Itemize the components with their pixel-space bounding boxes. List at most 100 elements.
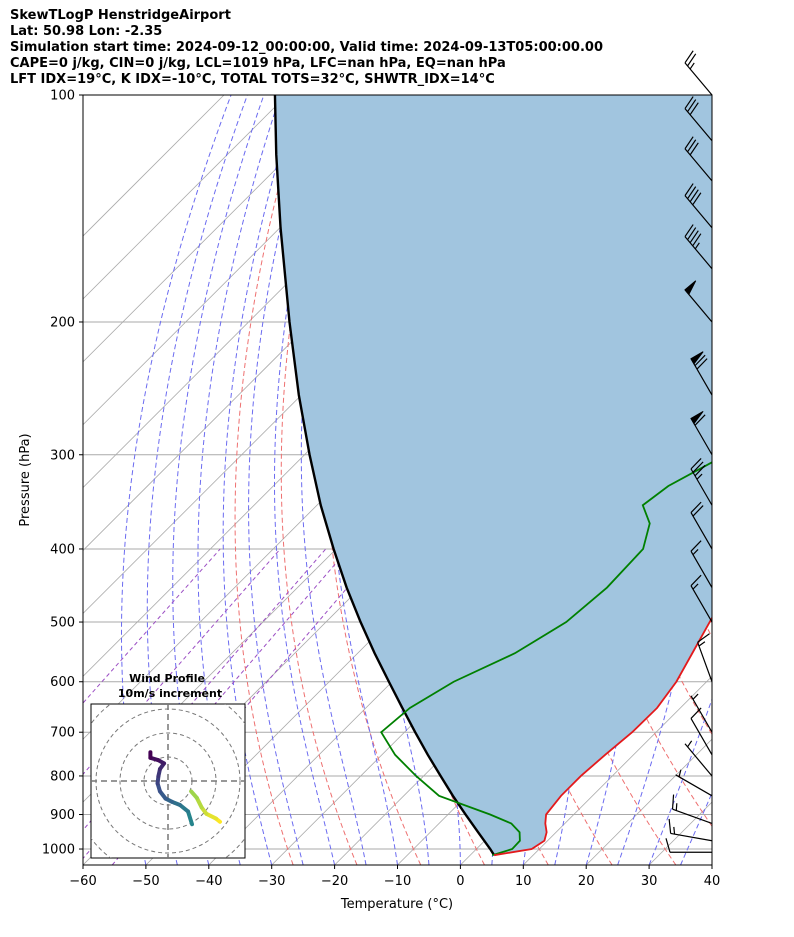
moist-adiabat-line — [680, 791, 712, 865]
inset-subtitle: 10m/s increment — [118, 687, 222, 700]
sounding-lines — [273, 95, 712, 857]
wind-barb-full — [684, 50, 694, 64]
x-tick-label: −40 — [195, 874, 222, 889]
wind-barb-shaft — [690, 512, 713, 550]
inset-title: Wind Profile — [129, 672, 205, 685]
moist-adiabat-line — [617, 95, 698, 865]
x-tick-label: −20 — [321, 874, 348, 889]
wind-barb-flag — [684, 280, 697, 296]
mixing-ratio-line — [83, 548, 281, 776]
x-tick-label: 40 — [704, 874, 721, 889]
y-tick-label: 700 — [50, 726, 75, 741]
wind-barb — [684, 50, 713, 96]
wind-barb — [690, 540, 713, 588]
wind-barb-full — [690, 501, 702, 514]
x-tick-label: −10 — [384, 874, 411, 889]
wind-barb-shaft — [684, 743, 713, 777]
wind-barb-full — [668, 818, 672, 834]
wind-barb — [684, 740, 713, 777]
dry-adiabat-line — [280, 95, 358, 865]
wind-barb-half — [692, 693, 699, 700]
wind-barb-half — [673, 826, 676, 835]
cape-area — [274, 95, 712, 856]
wind-barb-shaft — [675, 774, 713, 797]
wind-barb-shaft — [690, 418, 713, 456]
wind-barb — [690, 574, 713, 623]
wind-barb-full — [687, 53, 697, 67]
wind-barb — [690, 410, 713, 456]
mixing-ratio-line — [111, 548, 381, 865]
dewpoint-line — [380, 461, 712, 857]
wind-barb-full — [692, 192, 702, 206]
wind-barb-half — [689, 62, 695, 70]
wind-barb-half — [692, 548, 699, 556]
y-tick-label: 900 — [50, 808, 75, 823]
y-tick-label: 400 — [50, 542, 75, 557]
wind-barb-full — [690, 540, 702, 552]
wind-barb-full — [687, 99, 697, 112]
wind-barb-shaft — [670, 832, 713, 842]
wind-barb-flag — [690, 351, 704, 365]
wind-barb — [684, 136, 713, 182]
y-tick-label: 600 — [50, 675, 75, 690]
wind-barb — [690, 457, 713, 506]
x-tick-label: −60 — [69, 874, 96, 889]
wind-barb-half — [698, 641, 706, 647]
wind-barb-shaft — [690, 585, 713, 623]
y-axis-label: Pressure (hPa) — [18, 433, 33, 526]
wind-barb-full — [689, 142, 699, 156]
wind-barb-half — [694, 242, 700, 250]
wind-barb — [697, 633, 713, 682]
wind-barb-full — [689, 102, 699, 116]
x-tick-label: 20 — [578, 874, 595, 889]
indices-line-1: CAPE=0 j/kg, CIN=0 j/kg, LCL=1019 hPa, L… — [10, 56, 506, 71]
wind-barb-full — [692, 505, 704, 517]
moist-adiabat-line — [248, 95, 316, 865]
isotherm-line — [83, 95, 351, 363]
wind-barb-full — [692, 461, 704, 473]
x-tick-label: −50 — [132, 874, 159, 889]
wind-barb-full — [665, 838, 671, 853]
wind-barb-full — [687, 227, 697, 240]
wind-barb-full — [684, 96, 694, 109]
wind-barb-full — [690, 574, 702, 587]
time-line: Simulation start time: 2024-09-12_00:00:… — [10, 40, 603, 55]
wind-barb-full — [697, 633, 710, 643]
moist-adiabat-line — [222, 95, 299, 865]
wind-barb-full — [689, 189, 699, 203]
isotherm-line — [83, 95, 288, 300]
wind-barb-full — [696, 358, 708, 370]
isotherm-line — [775, 95, 794, 865]
wind-barb — [665, 838, 712, 853]
wind-barb — [684, 183, 713, 229]
y-tick-label: 800 — [50, 769, 75, 784]
wind-barbs — [665, 50, 713, 853]
y-tick-label: 300 — [50, 448, 75, 463]
indices-line-2: LFT IDX=19°C, K IDX=-10°C, TOTAL TOTS=32… — [10, 72, 495, 87]
y-tick-label: 500 — [50, 616, 75, 631]
wind-barb-shaft — [672, 808, 713, 825]
moist-adiabat-line — [648, 697, 712, 865]
wind-barb-full — [694, 354, 706, 367]
x-tick-label: 10 — [515, 874, 532, 889]
wind-barb-full — [694, 414, 706, 426]
wind-barb-shaft — [684, 108, 713, 142]
wind-barb-full — [689, 230, 699, 244]
wind-barb — [690, 501, 713, 550]
wind-barb-half — [696, 473, 703, 480]
wind-barb-flag — [690, 410, 704, 425]
x-tick-label: 30 — [641, 874, 658, 889]
cape-fill — [274, 95, 712, 856]
wind-barb-half — [687, 740, 693, 748]
wind-barb-shaft — [684, 62, 713, 96]
wind-barb-half — [675, 803, 678, 811]
dry-adiabat-line — [728, 95, 794, 865]
mixing-ratio-line — [83, 548, 221, 704]
moist-adiabat-line — [274, 95, 336, 865]
wind-barb-full — [690, 457, 702, 470]
location-line: Lat: 50.98 Lon: -2.35 — [10, 24, 163, 39]
temperature-line — [493, 616, 712, 857]
parcel-line — [273, 95, 496, 856]
wind-barb-shaft — [684, 289, 713, 323]
